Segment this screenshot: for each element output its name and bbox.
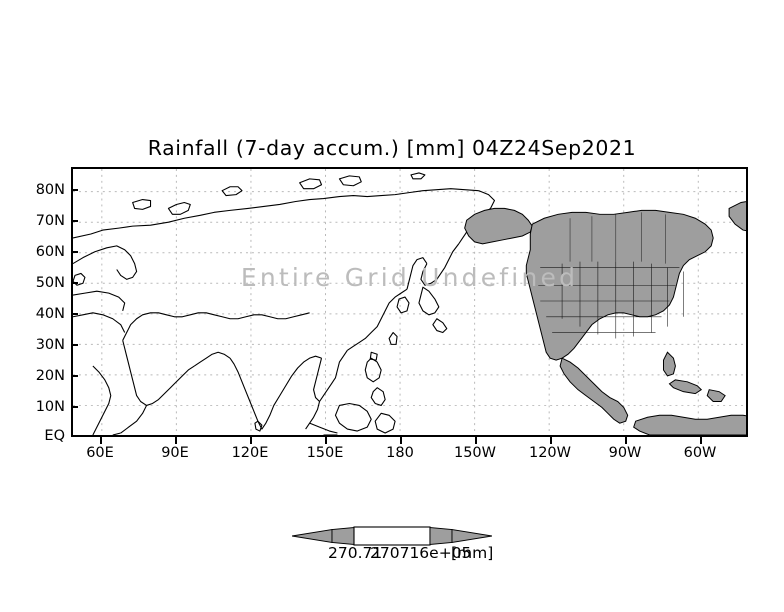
x-tick-label: 150W [453, 445, 496, 461]
y-tick-label: 10N [35, 399, 65, 415]
colorbar[interactable] [292, 524, 492, 548]
y-axis: 80N 70N 60N 50N 40N 30N 20N 10N EQ [17, 167, 65, 444]
y-tick-label: 30N [35, 337, 65, 353]
y-tick-label: 20N [35, 368, 65, 384]
x-tick-mark [250, 437, 252, 444]
colorbar-swatch [292, 526, 492, 546]
x-tick-mark [100, 437, 102, 444]
colorbar-min-label: 270.71 [328, 544, 383, 562]
y-tick-label: EQ [44, 428, 65, 444]
y-tick-mark [71, 282, 78, 284]
us-state-boundaries [538, 261, 684, 339]
canada-province-boundaries [569, 212, 666, 264]
x-tick-label: 180 [386, 445, 414, 461]
x-axis: 60E 90E 120E 150E 180 150W 120W 90W 60W [0, 445, 784, 465]
x-tick-label: 90E [161, 445, 189, 461]
y-tick-mark [71, 406, 78, 408]
map-plot-area [71, 167, 748, 437]
y-tick-mark [71, 344, 78, 346]
x-tick-label: 60W [683, 445, 717, 461]
colorbar-max-label: 270716e+05 [370, 544, 472, 562]
x-tick-mark [625, 437, 627, 444]
y-tick-label: 60N [35, 244, 65, 260]
x-tick-mark [175, 437, 177, 444]
y-tick-label: 80N [35, 182, 65, 198]
x-tick-mark [400, 437, 402, 444]
x-tick-label: 90W [608, 445, 642, 461]
x-tick-mark [700, 437, 702, 444]
page-title: Rainfall (7-day accum.) [mm] 04Z24Sep202… [147, 136, 637, 160]
y-tick-label: 70N [35, 213, 65, 229]
x-tick-label: 150E [306, 445, 344, 461]
map-canvas [73, 169, 746, 435]
world-map-svg [73, 169, 746, 435]
y-tick-mark [71, 251, 78, 253]
x-tick-mark [550, 437, 552, 444]
y-tick-label: 50N [35, 275, 65, 291]
colorbar-labels: 270.71 270716e+05 [mm] [0, 544, 784, 564]
americas-landmass [464, 201, 746, 435]
y-tick-mark [71, 313, 78, 315]
y-tick-mark [71, 435, 78, 437]
y-tick-label: 40N [35, 306, 65, 322]
x-tick-mark [325, 437, 327, 444]
y-tick-mark [71, 375, 78, 377]
x-tick-label: 120W [528, 445, 571, 461]
x-tick-mark [475, 437, 477, 444]
y-tick-mark [71, 220, 78, 222]
colorbar-units-label: [mm] [451, 544, 494, 562]
y-tick-mark [71, 189, 78, 191]
x-tick-label: 120E [231, 445, 269, 461]
x-tick-label: 60E [86, 445, 114, 461]
eurasia-coastlines [73, 172, 496, 435]
